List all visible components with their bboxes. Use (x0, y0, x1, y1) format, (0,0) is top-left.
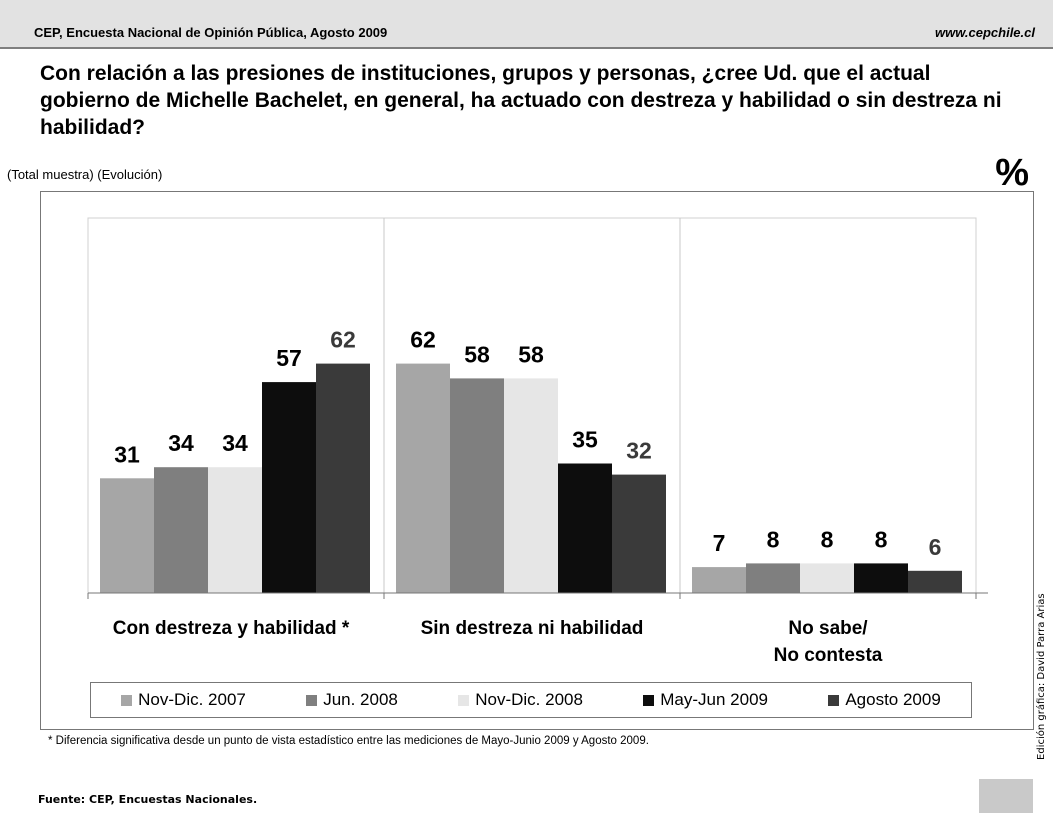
bar (746, 563, 800, 593)
data-label: 8 (821, 526, 834, 552)
bar (800, 563, 854, 593)
legend-swatch (643, 694, 655, 706)
bar (908, 570, 962, 593)
graphic-credit: Edición gráfica: David Parra Arias (1036, 593, 1047, 760)
legend-label: Nov-Dic. 2007 (138, 690, 246, 709)
legend-item: Nov-Dic. 2007 (121, 690, 246, 710)
data-label: 8 (875, 526, 888, 552)
data-label: 58 (464, 341, 490, 367)
bar (208, 467, 262, 593)
data-label: 31 (114, 441, 140, 467)
legend-label: Jun. 2008 (323, 690, 398, 709)
bar (854, 563, 908, 593)
legend-swatch (121, 694, 133, 706)
legend-item: May-Jun 2009 (643, 690, 768, 710)
legend-label: Agosto 2009 (845, 690, 941, 709)
category-label: Sin destreza ni habilidad (421, 618, 644, 639)
corner-decoration (979, 779, 1033, 813)
header-divider (0, 47, 1053, 49)
legend-label: Nov-Dic. 2008 (475, 690, 583, 709)
question-title: Con relación a las presiones de instituc… (40, 62, 1002, 139)
bar (154, 467, 208, 593)
data-label: 62 (330, 327, 356, 353)
legend-item: Jun. 2008 (306, 690, 398, 710)
data-label: 62 (410, 327, 436, 353)
bar (450, 378, 504, 593)
footnote: * Diferencia significativa desde un punt… (48, 735, 649, 747)
data-label: 8 (767, 526, 780, 552)
data-label: 34 (168, 430, 194, 456)
category-label: No sabe/No contesta (774, 618, 883, 666)
sample-subtitle: (Total muestra) (Evolución) (7, 167, 163, 182)
data-label: 35 (572, 427, 598, 453)
chart-frame (40, 191, 1034, 730)
header-website: www.cepchile.cl (935, 25, 1035, 40)
data-label: 34 (222, 430, 248, 456)
data-label: 6 (929, 534, 942, 560)
bar (262, 382, 316, 593)
data-label: 58 (518, 341, 544, 367)
legend-item: Agosto 2009 (828, 690, 941, 710)
data-label: 7 (713, 530, 726, 556)
percent-unit: % (995, 152, 1029, 194)
category-label: Con destreza y habilidad * (113, 618, 350, 639)
legend-swatch (458, 694, 470, 706)
legend-item: Nov-Dic. 2008 (458, 690, 583, 710)
bar (504, 378, 558, 593)
legend-swatch (306, 694, 318, 706)
data-label: 32 (626, 438, 652, 464)
header-survey-title: CEP, Encuesta Nacional de Opinión Públic… (34, 25, 388, 40)
bar (612, 474, 666, 593)
bar (692, 567, 746, 593)
bar (558, 463, 612, 593)
data-label: 57 (276, 345, 302, 371)
header-bar (0, 0, 1053, 47)
bar (100, 478, 154, 593)
legend-swatch (828, 694, 840, 706)
bar (396, 363, 450, 593)
legend-label: May-Jun 2009 (660, 690, 768, 709)
bar (316, 363, 370, 593)
chart-legend: Nov-Dic. 2007 Jun. 2008 Nov-Dic. 2008 May-J… (90, 682, 972, 718)
source-note: Fuente: CEP, Encuestas Nacionales. (38, 793, 258, 806)
